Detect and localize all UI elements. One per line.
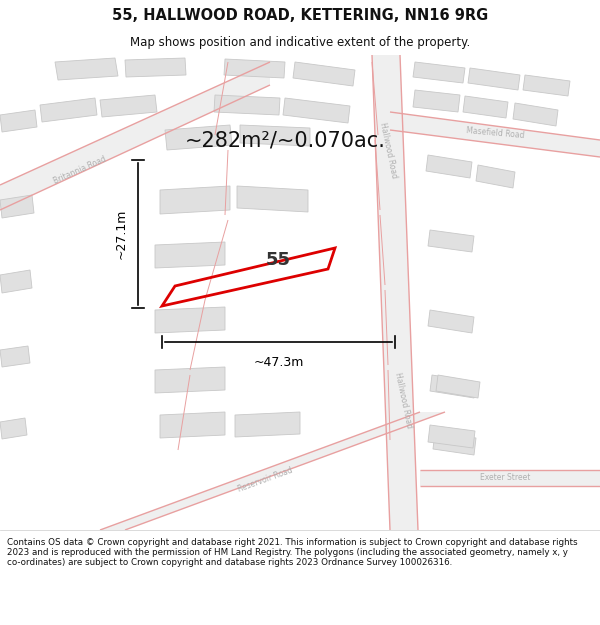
- Polygon shape: [55, 58, 118, 80]
- Polygon shape: [413, 90, 460, 112]
- Polygon shape: [293, 62, 355, 86]
- Polygon shape: [155, 242, 225, 268]
- Polygon shape: [0, 418, 27, 439]
- Polygon shape: [155, 367, 225, 393]
- Polygon shape: [476, 165, 515, 188]
- Polygon shape: [0, 110, 37, 132]
- Polygon shape: [40, 98, 97, 122]
- Polygon shape: [235, 412, 300, 437]
- Polygon shape: [237, 186, 308, 212]
- Text: 55: 55: [265, 251, 290, 269]
- Polygon shape: [428, 425, 475, 448]
- Text: Contains OS data © Crown copyright and database right 2021. This information is : Contains OS data © Crown copyright and d…: [7, 538, 578, 568]
- Polygon shape: [468, 68, 520, 90]
- Text: ~282m²/~0.070ac.: ~282m²/~0.070ac.: [185, 130, 386, 150]
- Polygon shape: [214, 95, 280, 115]
- Polygon shape: [0, 62, 270, 210]
- Text: Reservoir Road: Reservoir Road: [236, 466, 293, 494]
- Polygon shape: [433, 432, 476, 455]
- Polygon shape: [390, 112, 600, 157]
- Polygon shape: [283, 98, 350, 123]
- Polygon shape: [100, 95, 157, 117]
- Polygon shape: [436, 375, 480, 398]
- Polygon shape: [430, 375, 476, 398]
- Polygon shape: [100, 412, 445, 530]
- Polygon shape: [155, 307, 225, 333]
- Polygon shape: [428, 310, 474, 333]
- Polygon shape: [0, 195, 34, 218]
- Polygon shape: [372, 55, 418, 530]
- Text: Map shows position and indicative extent of the property.: Map shows position and indicative extent…: [130, 36, 470, 49]
- Polygon shape: [523, 75, 570, 96]
- Text: 55, HALLWOOD ROAD, KETTERING, NN16 9RG: 55, HALLWOOD ROAD, KETTERING, NN16 9RG: [112, 8, 488, 23]
- Polygon shape: [513, 103, 558, 126]
- Polygon shape: [413, 62, 465, 83]
- Polygon shape: [160, 186, 230, 214]
- Text: ~47.3m: ~47.3m: [253, 356, 304, 369]
- Polygon shape: [420, 470, 600, 486]
- Polygon shape: [428, 230, 474, 252]
- Polygon shape: [426, 155, 472, 178]
- Text: Britannia Road: Britannia Road: [52, 154, 108, 186]
- Polygon shape: [463, 96, 508, 118]
- Polygon shape: [0, 270, 32, 293]
- Polygon shape: [240, 125, 310, 146]
- Text: Masefield Road: Masefield Road: [466, 126, 524, 140]
- Text: Exeter Street: Exeter Street: [480, 474, 530, 482]
- Polygon shape: [165, 125, 232, 150]
- Text: Hallwood Road: Hallwood Road: [377, 121, 398, 179]
- Polygon shape: [125, 58, 186, 77]
- Polygon shape: [160, 412, 225, 438]
- Polygon shape: [0, 346, 30, 367]
- Text: ~27.1m: ~27.1m: [115, 209, 128, 259]
- Text: Hallwood Road: Hallwood Road: [392, 371, 413, 429]
- Polygon shape: [224, 59, 285, 78]
